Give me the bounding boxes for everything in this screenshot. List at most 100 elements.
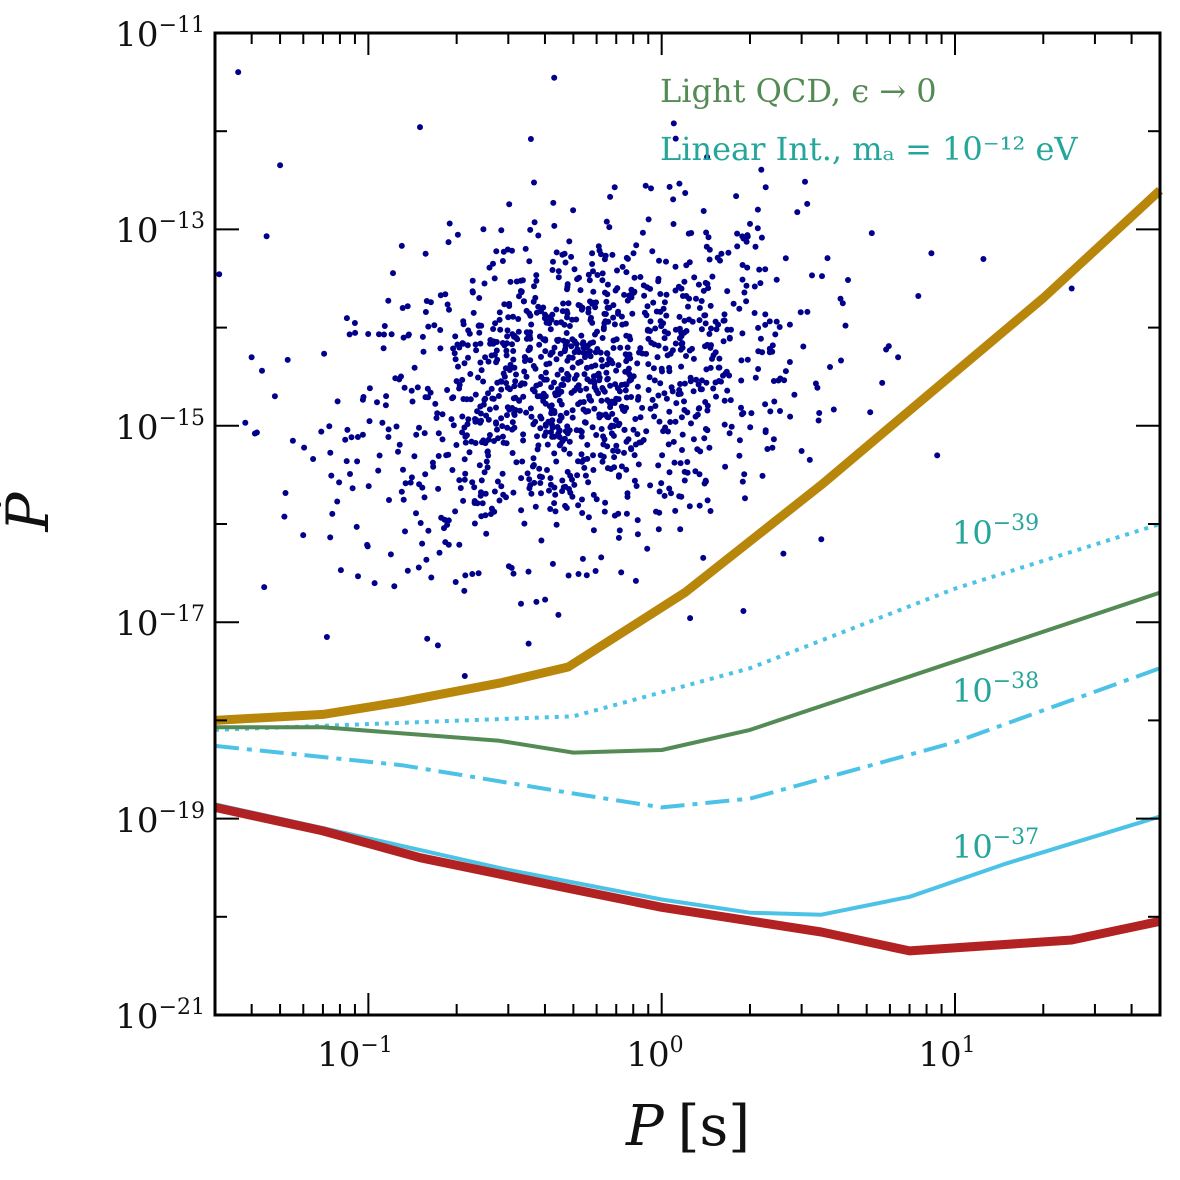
pulsar-point xyxy=(644,327,651,334)
pulsar-point xyxy=(530,462,537,468)
pulsar-point xyxy=(700,287,707,294)
pulsar-point xyxy=(781,377,788,384)
pulsar-point xyxy=(704,154,711,160)
pulsar-point xyxy=(756,266,763,273)
pulsar-point xyxy=(444,301,451,308)
pulsar-point xyxy=(676,313,683,320)
pulsar-point xyxy=(683,353,689,359)
x-tick-label: 10−1 xyxy=(317,1033,393,1075)
pulsar-point xyxy=(703,243,710,250)
y-tick-label: 10−11 xyxy=(115,13,205,55)
pulsar-point xyxy=(422,471,429,478)
pulsar-point xyxy=(604,376,611,383)
pulsar-point xyxy=(519,458,526,465)
pulsar-point xyxy=(599,458,606,465)
pulsar-point xyxy=(442,291,449,298)
pulsar-point xyxy=(657,380,664,387)
pulsar-point xyxy=(662,424,669,431)
pulsar-point xyxy=(551,379,557,386)
pulsar-point xyxy=(564,370,571,377)
pulsar-point xyxy=(532,418,539,425)
pulsar-point xyxy=(709,273,716,280)
pulsar-point xyxy=(622,320,629,327)
pulsar-point xyxy=(578,306,585,313)
pulsar-point xyxy=(461,424,468,431)
pulsar-point xyxy=(641,292,648,299)
pulsar-point xyxy=(376,331,382,338)
pulsar-point xyxy=(446,220,453,227)
pulsar-point xyxy=(437,292,444,299)
pulsar-point xyxy=(660,320,667,327)
pulsar-point xyxy=(868,230,875,237)
pulsar-point xyxy=(617,344,624,351)
pulsar-point xyxy=(631,452,638,459)
pulsar-point xyxy=(604,350,611,357)
pulsar-point xyxy=(564,357,571,364)
pulsar-point xyxy=(688,230,695,236)
pulsar-point xyxy=(509,331,516,338)
pulsar-point xyxy=(533,382,540,389)
pulsar-point xyxy=(655,526,662,533)
pulsar-point xyxy=(459,429,466,436)
pulsar-point xyxy=(716,355,723,362)
pulsar-point xyxy=(635,461,642,468)
pulsar-point xyxy=(347,471,353,477)
pulsar-point xyxy=(544,441,551,448)
pulsar-point xyxy=(516,397,523,404)
pulsar-point xyxy=(775,377,782,384)
pulsar-point xyxy=(415,564,422,571)
pulsar-point xyxy=(512,378,519,385)
pulsar-point xyxy=(561,321,568,328)
pulsar-point xyxy=(328,472,335,479)
pulsar-point xyxy=(284,356,291,363)
pulsar-point xyxy=(642,182,649,189)
pulsar-point xyxy=(553,521,560,528)
pulsar-point xyxy=(235,69,242,76)
pulsar-point xyxy=(663,395,670,402)
pulsar-point xyxy=(586,393,592,400)
pulsar-point xyxy=(462,572,469,579)
pulsar-point xyxy=(326,423,333,430)
pulsar-point xyxy=(506,201,513,208)
pulsar-point xyxy=(546,487,552,494)
pulsar-point xyxy=(980,256,987,262)
pulsar-point xyxy=(575,359,582,366)
pulsar-point xyxy=(399,305,406,311)
pulsar-point xyxy=(482,490,489,497)
pulsar-point xyxy=(568,343,575,350)
pulsar-point xyxy=(579,510,586,516)
pulsar-point xyxy=(486,406,493,413)
pulsar-point xyxy=(472,341,479,348)
pulsar-point xyxy=(609,410,616,417)
x-axis-title: P [s] xyxy=(625,1094,750,1159)
pulsar-point xyxy=(928,250,935,257)
pulsar-point xyxy=(499,340,506,346)
pulsar-point xyxy=(428,574,435,581)
pulsar-point xyxy=(549,421,555,428)
pulsar-point xyxy=(564,310,571,317)
pulsar-point xyxy=(518,600,524,607)
pulsar-point xyxy=(672,135,679,142)
pulsar-point xyxy=(590,268,596,275)
pulsar-point xyxy=(695,381,702,388)
pulsar-point xyxy=(809,272,815,279)
pulsar-point xyxy=(461,456,468,463)
pulsar-point xyxy=(385,426,392,433)
pulsar-point xyxy=(602,252,609,259)
pulsar-point xyxy=(589,250,596,257)
pulsar-point xyxy=(589,300,596,307)
pulsar-point xyxy=(486,264,493,271)
pulsar-point xyxy=(663,258,669,265)
pulsar-point xyxy=(800,343,807,350)
pulsar-point xyxy=(396,441,403,448)
curve-light-qcd xyxy=(215,590,1161,755)
pulsar-point xyxy=(720,317,727,324)
pulsar-point xyxy=(439,436,446,443)
pulsar-point xyxy=(764,446,771,452)
pulsar-point xyxy=(427,299,434,306)
pulsar-point xyxy=(523,409,530,416)
pulsar-point xyxy=(614,385,621,392)
pulsar-point xyxy=(694,411,701,418)
pulsar-point xyxy=(352,329,359,336)
